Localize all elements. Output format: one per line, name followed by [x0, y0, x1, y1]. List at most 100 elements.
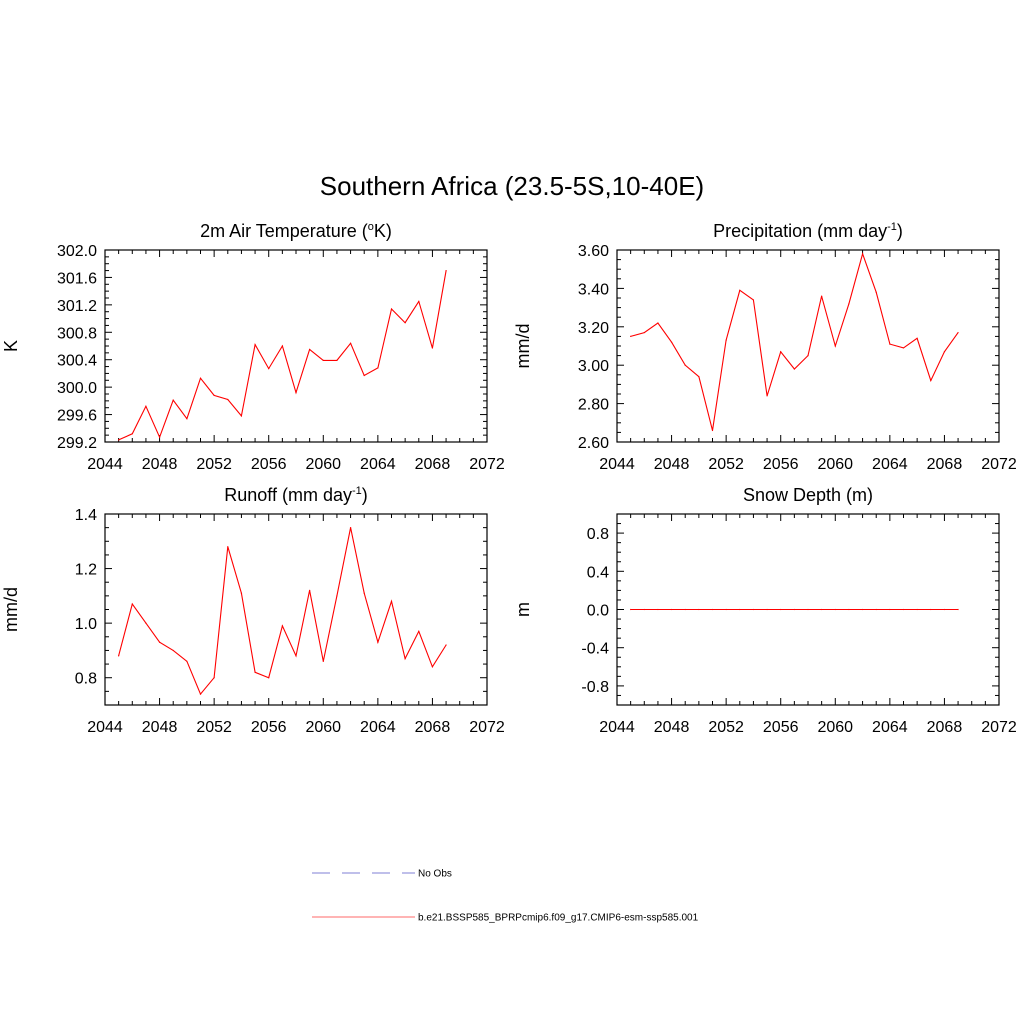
data-point [725, 608, 727, 611]
x-tick-label: 2060 [305, 456, 341, 473]
y-tick-label: 302.0 [57, 243, 97, 260]
data-point [848, 608, 850, 611]
data-point [793, 608, 795, 611]
y-axis-label: m [513, 602, 533, 617]
x-tick-label: 2068 [927, 719, 963, 736]
data-point [418, 300, 420, 303]
y-axis-label: mm/d [1, 587, 21, 632]
y-tick-label: 0.8 [75, 671, 97, 688]
panel-title-precipitation: Precipitation (mm day-1) [713, 221, 903, 241]
data-point [377, 641, 379, 643]
data-point [390, 600, 393, 602]
y-tick-label: 2.80 [578, 397, 609, 414]
data-point [821, 295, 823, 297]
data-point [834, 608, 836, 611]
data-point [670, 341, 673, 343]
data-point [943, 608, 946, 611]
y-tick-label: 300.4 [57, 353, 97, 370]
data-point [431, 666, 434, 668]
series-line [630, 251, 959, 431]
x-tick-label: 2048 [142, 456, 178, 473]
y-axis-label: mm/d [513, 324, 533, 369]
x-tick-label: 2048 [654, 719, 690, 736]
data-point [199, 377, 202, 379]
data-point [349, 342, 352, 344]
data-point [957, 331, 959, 334]
x-tick-label: 2052 [196, 719, 232, 736]
data-point [875, 608, 877, 611]
x-tick-label: 2056 [251, 719, 287, 736]
data-point [268, 368, 270, 370]
x-tick-label: 2044 [599, 719, 635, 736]
data-point [322, 660, 324, 662]
data-point [309, 589, 311, 592]
legend-item: b.e21.BSSP585_BPRPcmip6.f09_g17.CMIP6-es… [312, 913, 699, 924]
y-tick-label: 1.0 [75, 616, 97, 633]
y-tick-label: -0.8 [581, 679, 609, 696]
x-tick-label: 2044 [599, 456, 635, 473]
data-point [807, 608, 809, 611]
x-tick-label: 2064 [360, 719, 396, 736]
panel-title-runoff: Runoff (mm day-1) [224, 485, 368, 505]
data-point [711, 608, 714, 611]
x-tick-label: 2064 [360, 456, 396, 473]
data-point [445, 644, 447, 646]
y-tick-label: 300.8 [57, 325, 97, 342]
data-point [404, 322, 406, 324]
panel-title-main: 2m Air Temperature ( [200, 221, 368, 241]
plot-frame [104, 513, 488, 706]
series-line [118, 527, 447, 696]
y-tick-label: 0.8 [587, 526, 609, 543]
data-point [657, 608, 659, 611]
data-point [186, 418, 188, 420]
data-point [766, 608, 768, 611]
data-point [295, 392, 297, 394]
data-point [766, 395, 768, 397]
data-point [711, 429, 714, 432]
data-point [349, 527, 352, 529]
data-point [172, 649, 174, 652]
panel-precipitation: Precipitation (mm day-1) 2044 2048 2052 2056… [513, 221, 1017, 473]
y-tick-label: 301.2 [57, 298, 97, 315]
y-tick-label: 3.40 [578, 281, 609, 298]
data-point [268, 677, 270, 679]
x-tick-label: 2068 [415, 719, 451, 736]
data-point [431, 347, 434, 349]
data-point [902, 347, 905, 349]
data-point [240, 415, 243, 417]
data-point [657, 322, 659, 324]
data-point [670, 608, 673, 611]
data-point [643, 608, 645, 611]
data-point [227, 398, 229, 401]
data-point [363, 374, 365, 377]
figure-title: Southern Africa (23.5-5S,10-40E) [320, 171, 704, 201]
data-point [145, 622, 147, 624]
data-point [780, 608, 782, 611]
x-tick-label: 2052 [196, 456, 232, 473]
data-point [643, 331, 645, 334]
data-point [698, 608, 700, 611]
data-point [363, 592, 365, 594]
x-tick-label: 2064 [872, 456, 908, 473]
panel-title-tail: ) [897, 221, 903, 241]
data-point [861, 608, 864, 611]
y-tick-label: 3.60 [578, 243, 609, 260]
data-point [684, 364, 686, 366]
x-tick-label: 2052 [708, 719, 744, 736]
y-tick-label: 299.2 [57, 435, 97, 452]
data-point [916, 608, 918, 611]
data-point [930, 608, 932, 611]
x-tick-label: 2056 [763, 456, 799, 473]
data-point [404, 658, 406, 660]
x-tick-label: 2052 [708, 456, 744, 473]
data-point [875, 291, 877, 293]
data-point [848, 303, 850, 305]
data-point [172, 399, 174, 401]
data-point [739, 608, 741, 611]
data-point [752, 608, 755, 611]
data-point [902, 608, 905, 611]
panel-title-main: Runoff (mm day [224, 485, 352, 505]
x-tick-label: 2044 [87, 719, 123, 736]
data-point [957, 608, 959, 611]
